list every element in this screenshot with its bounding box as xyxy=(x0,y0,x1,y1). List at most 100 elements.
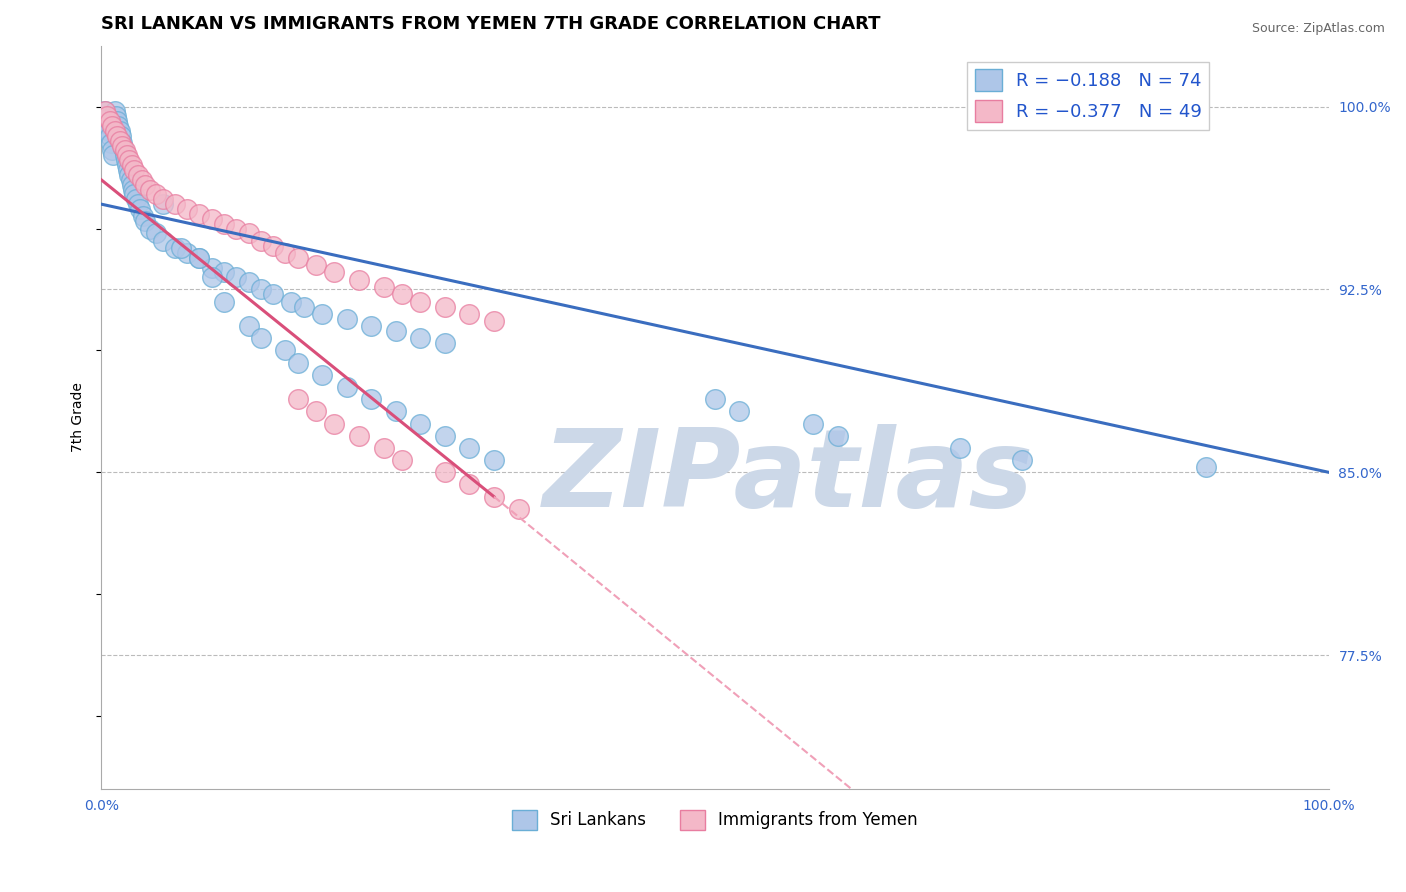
Point xyxy=(409,417,432,431)
Point xyxy=(409,331,432,345)
Point xyxy=(482,314,505,328)
Point xyxy=(949,441,972,455)
Point xyxy=(201,211,224,226)
Point xyxy=(238,318,260,333)
Text: Source: ZipAtlas.com: Source: ZipAtlas.com xyxy=(1251,22,1385,36)
Point xyxy=(97,124,120,138)
Point xyxy=(1195,460,1218,475)
Point xyxy=(373,441,395,455)
Point xyxy=(108,134,131,148)
Point xyxy=(105,114,128,128)
Point xyxy=(508,501,530,516)
Point xyxy=(115,158,138,172)
Point xyxy=(433,465,456,479)
Point xyxy=(336,311,359,326)
Point xyxy=(115,148,138,162)
Point xyxy=(96,117,118,131)
Point xyxy=(1011,453,1033,467)
Point xyxy=(170,241,193,255)
Point xyxy=(114,148,136,162)
Point xyxy=(152,197,174,211)
Point xyxy=(360,392,382,406)
Point xyxy=(134,214,156,228)
Point xyxy=(433,336,456,351)
Point xyxy=(385,404,408,418)
Point xyxy=(212,265,235,279)
Point xyxy=(118,168,141,182)
Point xyxy=(311,368,333,382)
Point xyxy=(238,275,260,289)
Point xyxy=(212,217,235,231)
Point xyxy=(287,251,309,265)
Point xyxy=(274,246,297,260)
Point xyxy=(238,227,260,241)
Point xyxy=(347,428,370,442)
Point xyxy=(104,124,127,138)
Point xyxy=(124,163,146,178)
Point xyxy=(176,246,198,260)
Point xyxy=(827,428,849,442)
Point xyxy=(163,197,186,211)
Point xyxy=(110,128,132,143)
Point xyxy=(201,270,224,285)
Point xyxy=(458,441,481,455)
Point xyxy=(262,287,284,301)
Point xyxy=(145,187,167,202)
Point xyxy=(305,258,328,272)
Point xyxy=(127,197,149,211)
Point xyxy=(129,202,152,216)
Point xyxy=(105,128,128,143)
Point xyxy=(188,207,211,221)
Point xyxy=(323,417,346,431)
Point xyxy=(801,417,824,431)
Point xyxy=(311,307,333,321)
Point xyxy=(360,318,382,333)
Point xyxy=(188,251,211,265)
Point xyxy=(120,173,142,187)
Point xyxy=(132,210,155,224)
Point xyxy=(305,404,328,418)
Point xyxy=(104,109,127,123)
Point xyxy=(104,104,127,119)
Point xyxy=(152,234,174,248)
Text: ZIPatlas: ZIPatlas xyxy=(543,424,1035,530)
Point xyxy=(391,453,413,467)
Point xyxy=(458,477,481,491)
Point xyxy=(139,221,162,235)
Point xyxy=(212,294,235,309)
Point xyxy=(108,124,131,138)
Point xyxy=(163,241,186,255)
Point xyxy=(117,163,139,178)
Point xyxy=(201,260,224,275)
Point xyxy=(262,238,284,252)
Point xyxy=(98,128,121,143)
Point xyxy=(98,114,121,128)
Point xyxy=(124,192,146,206)
Point xyxy=(225,221,247,235)
Point xyxy=(728,404,751,418)
Point xyxy=(127,168,149,182)
Point xyxy=(94,104,117,119)
Point xyxy=(249,234,271,248)
Point xyxy=(323,265,346,279)
Point xyxy=(101,119,124,133)
Point xyxy=(114,144,136,158)
Text: SRI LANKAN VS IMMIGRANTS FROM YEMEN 7TH GRADE CORRELATION CHART: SRI LANKAN VS IMMIGRANTS FROM YEMEN 7TH … xyxy=(101,15,880,33)
Point xyxy=(121,158,143,172)
Point xyxy=(458,307,481,321)
Point xyxy=(336,380,359,394)
Point xyxy=(482,490,505,504)
Point xyxy=(347,273,370,287)
Point xyxy=(280,294,302,309)
Point xyxy=(176,202,198,216)
Point xyxy=(111,136,134,151)
Point xyxy=(249,331,271,345)
Point xyxy=(94,112,117,126)
Point xyxy=(100,136,122,151)
Point xyxy=(433,300,456,314)
Point xyxy=(145,227,167,241)
Legend: Sri Lankans, Immigrants from Yemen: Sri Lankans, Immigrants from Yemen xyxy=(505,803,924,837)
Point xyxy=(373,280,395,294)
Point xyxy=(292,300,315,314)
Point xyxy=(124,187,146,202)
